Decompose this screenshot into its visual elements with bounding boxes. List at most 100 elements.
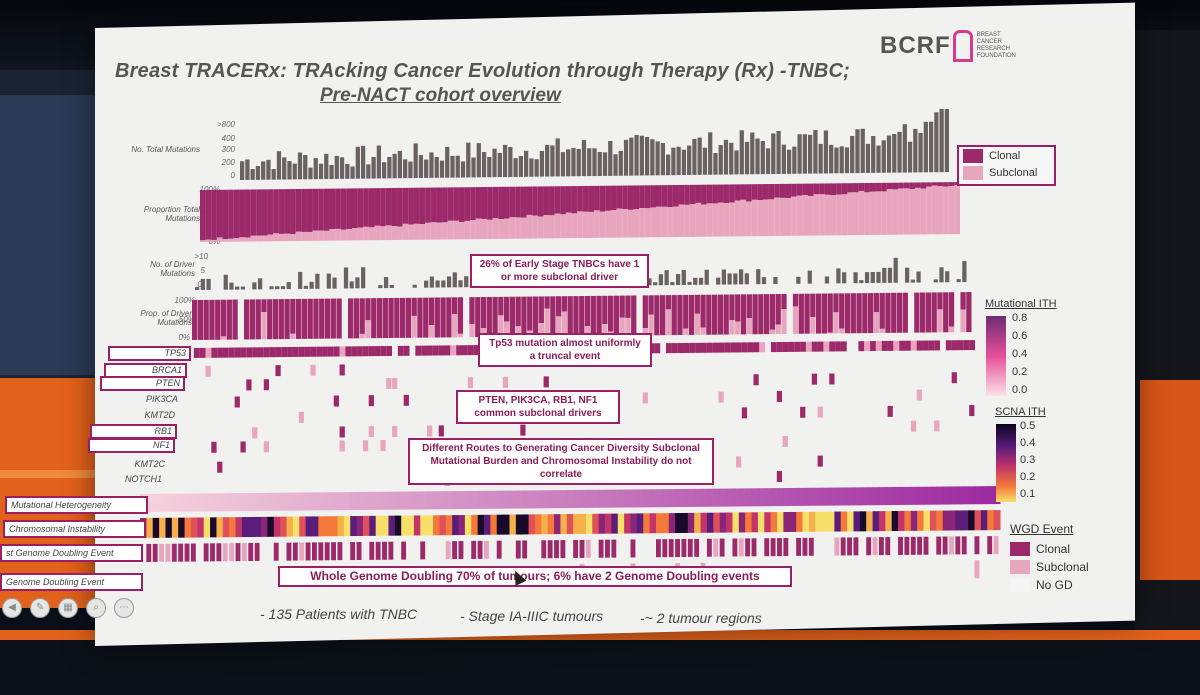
wgd-item-clonal: Clonal — [1010, 542, 1089, 556]
driver-clonal-bar — [706, 294, 712, 335]
driver-mutation-bar — [223, 274, 228, 290]
clonal-proportion-bar — [532, 186, 538, 216]
driver-clonal-bar — [602, 295, 608, 325]
chromosomal-instability-cell — [573, 513, 581, 534]
subclonal-proportion-bar — [391, 226, 398, 240]
chromosomal-instability-cell — [210, 517, 217, 538]
first-gd-cell — [401, 541, 407, 560]
clonal-proportion-bar — [858, 183, 865, 191]
tp53-cell — [718, 342, 725, 353]
clonal-proportion-bar — [222, 189, 229, 240]
chromosomal-instability-cell — [528, 514, 536, 535]
first-gd-cell — [675, 539, 680, 558]
first-gd-cell — [745, 538, 751, 557]
tp53-cell — [695, 342, 702, 353]
driver-clonal-bar — [255, 299, 261, 340]
driver-clonal-bar — [307, 298, 313, 339]
mutational-heterogeneity-cell — [541, 490, 549, 509]
driver-mutation-bar — [424, 280, 429, 288]
label-total-mutations: No. Total Mutations — [131, 145, 200, 154]
first-gd-cell — [808, 537, 814, 556]
clonal-proportion-bar — [245, 189, 251, 238]
chromosomal-instability-cell — [687, 512, 695, 533]
subclonal-proportion-bar — [948, 186, 955, 235]
mutational-heterogeneity-cell — [885, 487, 893, 506]
slideshow-grid-button[interactable]: ▦ — [58, 598, 78, 618]
chromosomal-instability-cell — [598, 513, 606, 534]
mut-ith-label-1: 0.6 — [1012, 330, 1028, 342]
chromosomal-instability-cell — [936, 510, 944, 531]
driver-subclonal-bar — [960, 309, 966, 333]
chromosomal-instability-cell — [554, 514, 561, 535]
mutational-heterogeneity-cell — [694, 488, 702, 507]
clonal-proportion-bar — [543, 186, 550, 216]
mutational-heterogeneity-cell — [420, 491, 428, 510]
slideshow-back-button[interactable]: ◀ — [2, 598, 22, 618]
mutational-heterogeneity-cell — [585, 489, 593, 508]
mutational-heterogeneity-cell — [178, 493, 186, 512]
chromosomal-instability-cell — [356, 515, 364, 536]
driver-clonal-bar — [382, 298, 388, 339]
chromosomal-instability-cell — [859, 511, 867, 532]
mutational-heterogeneity-cell — [668, 489, 676, 508]
total-mutation-bar — [466, 142, 471, 178]
total-mutation-bar — [639, 135, 644, 176]
tp53-cell — [421, 345, 428, 356]
driver-clonal-bar — [400, 297, 406, 338]
driver-clonal-bar — [561, 296, 568, 312]
mutational-heterogeneity-cell — [190, 493, 198, 512]
slideshow-zoom-button[interactable]: ⌕ — [86, 598, 106, 618]
chromosomal-instability-cell — [433, 515, 440, 536]
row-label-first-gd: st Genome Doubling Event — [0, 544, 143, 562]
subclonal-proportion-bar — [228, 238, 234, 242]
driver-clonal-bar — [810, 293, 816, 318]
driver-mutation-bar — [658, 274, 664, 286]
subclonal-proportion-bar — [695, 202, 702, 237]
subclonal-proportion-bar — [723, 203, 730, 237]
mutational-heterogeneity-cell — [216, 493, 224, 512]
total-mutation-bar — [434, 156, 439, 178]
first-gd-cell — [949, 536, 954, 555]
chromosomal-instability-cell — [375, 515, 383, 536]
chromosomal-instability-cell — [643, 513, 651, 534]
mutational-heterogeneity-cell — [337, 492, 345, 511]
chromosomal-instability-cell — [318, 516, 326, 537]
logo-text: BCRF — [880, 32, 951, 59]
clonal-proportion-bar — [442, 187, 448, 223]
slideshow-more-button[interactable]: ⋯ — [114, 598, 134, 618]
clonal-proportion-bar — [948, 182, 955, 187]
first-gd-cell — [515, 540, 521, 559]
tp53-cell — [275, 347, 282, 358]
clonal-proportion-bar — [723, 184, 730, 204]
total-mutation-bar — [918, 132, 923, 173]
total-mutation-bar — [508, 146, 513, 177]
subclonal-proportion-bar — [532, 215, 538, 239]
legend-clonality: Clonal Subclonal — [957, 145, 1056, 186]
subclonal-proportion-bar — [425, 222, 431, 240]
driver-clonal-bar — [914, 292, 920, 333]
subclonal-proportion-bar — [605, 210, 611, 238]
tick-driver-0: >10 — [194, 252, 208, 261]
total-mutation-bar — [392, 153, 397, 179]
mutational-heterogeneity-cell — [229, 493, 237, 512]
first-gd-cell — [458, 541, 464, 560]
wgd-item-subclonal: Subclonal — [1010, 560, 1089, 574]
total-mutation-bar — [718, 145, 723, 175]
mutational-heterogeneity-cell — [484, 490, 491, 509]
first-gd-cell — [184, 543, 190, 562]
chromosomal-instability-cell — [439, 515, 447, 536]
mutational-heterogeneity-cell — [936, 486, 944, 505]
clonal-proportion-bar — [909, 182, 915, 190]
gene-mutation-cell — [403, 394, 409, 406]
mutational-heterogeneity-cell — [955, 486, 963, 505]
mutational-heterogeneity-cell — [643, 489, 651, 508]
ribbon-icon — [952, 30, 973, 62]
gene-mutation-cell — [240, 441, 246, 453]
slideshow-pen-button[interactable]: ✎ — [30, 598, 50, 618]
tp53-cell — [333, 346, 340, 357]
driver-subclonal-bar — [792, 306, 799, 334]
first-gd-cell — [585, 539, 591, 558]
driver-mutation-bar — [687, 281, 692, 285]
gene-mutation-cell — [916, 389, 922, 401]
total-mutation-bar — [676, 146, 681, 176]
